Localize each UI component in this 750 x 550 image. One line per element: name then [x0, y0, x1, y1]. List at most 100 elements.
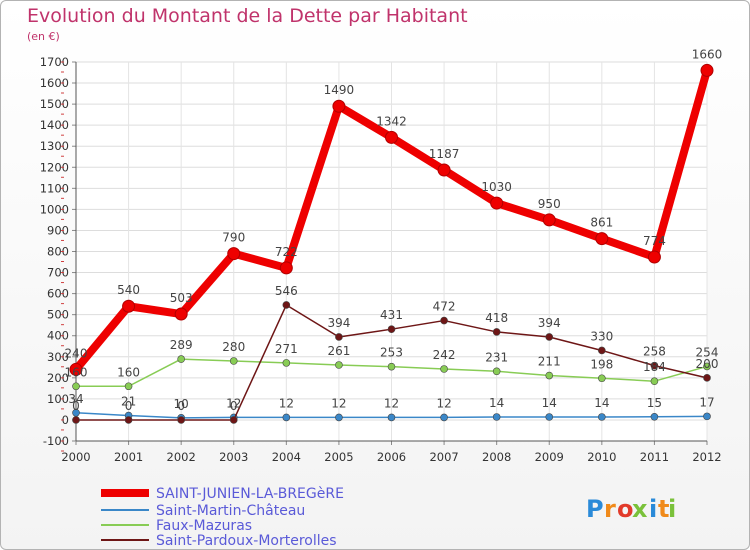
- data-point: [437, 163, 451, 177]
- data-point: [335, 413, 343, 422]
- x-tick-label-11: 2011: [640, 450, 669, 464]
- data-label: 394: [327, 316, 350, 330]
- data-label: 15: [647, 396, 662, 410]
- data-label: 0: [230, 399, 238, 413]
- y-tick-label-1: 0: [62, 413, 69, 427]
- data-label: 21: [121, 395, 136, 409]
- y-tick-label-12: 1100: [40, 181, 69, 195]
- x-tick-label-10: 2010: [587, 450, 616, 464]
- legend-label: Saint-Martin-Château: [156, 503, 305, 519]
- data-label: 231: [485, 350, 508, 364]
- data-label: 184: [643, 360, 666, 374]
- x-tick-label-8: 2008: [482, 450, 511, 464]
- data-point: [282, 301, 291, 309]
- data-label: 1490: [324, 83, 355, 97]
- data-point: [229, 416, 238, 424]
- data-point: [387, 413, 396, 422]
- data-label: 289: [170, 338, 193, 352]
- data-label: 0: [72, 399, 80, 413]
- data-label: 12: [384, 396, 399, 410]
- y-tick-label-5: 400: [47, 329, 69, 343]
- data-point: [72, 382, 80, 391]
- y-tick-label-8: 700: [47, 266, 69, 280]
- data-label: 10: [174, 397, 189, 411]
- data-label: 34: [68, 392, 83, 406]
- x-tick-label-4: 2004: [272, 450, 301, 464]
- data-label: 14: [489, 396, 504, 410]
- data-point: [122, 299, 136, 313]
- data-point: [545, 371, 554, 380]
- data-point: [229, 357, 238, 365]
- legend-item-1: Saint-Martin-Château: [101, 503, 305, 519]
- data-label: 240: [65, 346, 88, 360]
- legend-item-2: Faux-Mazuras: [101, 518, 252, 534]
- data-label: 394: [538, 316, 561, 330]
- data-point: [598, 346, 606, 355]
- data-label: 790: [222, 231, 245, 245]
- data-point: [282, 359, 291, 367]
- data-point: [282, 413, 291, 422]
- data-point: [227, 247, 241, 261]
- chart-title: Evolution du Montant de la Dette par Hab…: [27, 5, 468, 27]
- data-label: 242: [433, 348, 456, 362]
- data-point: [595, 232, 609, 246]
- data-label: 160: [117, 365, 140, 379]
- data-point: [279, 261, 293, 275]
- data-point: [124, 382, 133, 391]
- y-tick-label-0: -100: [43, 434, 69, 448]
- data-point: [335, 361, 343, 369]
- logo-letter: o: [617, 495, 634, 523]
- data-label: 12: [331, 396, 346, 410]
- data-label: 12: [436, 396, 451, 410]
- data-label: 540: [117, 283, 140, 297]
- y-tick-label-9: 800: [47, 245, 69, 259]
- data-label: 1342: [376, 114, 407, 128]
- data-label: 950: [538, 197, 561, 211]
- data-point: [177, 416, 185, 424]
- data-point: [174, 307, 188, 321]
- data-point: [703, 412, 711, 421]
- data-label: 254: [696, 345, 719, 359]
- data-point: [385, 130, 398, 144]
- data-point: [177, 355, 185, 363]
- y-tick-label-7: 600: [47, 287, 69, 301]
- x-tick-label-7: 2007: [429, 450, 458, 464]
- data-label: 0: [177, 399, 185, 413]
- data-label: 198: [590, 357, 613, 371]
- logo-letter: r: [604, 495, 616, 523]
- x-tick-label-5: 2005: [324, 450, 353, 464]
- data-point: [440, 365, 448, 373]
- data-point: [542, 213, 556, 227]
- data-point: [387, 362, 396, 371]
- x-tick-label-3: 2003: [219, 450, 248, 464]
- data-point: [72, 416, 80, 424]
- data-label: 261: [327, 344, 350, 358]
- logo-letter: i: [649, 495, 657, 523]
- data-point: [598, 413, 606, 421]
- x-tick-label-6: 2006: [377, 450, 406, 464]
- y-tick-label-2: 100: [47, 392, 69, 406]
- x-tick-label-0: 2000: [61, 450, 90, 464]
- y-tick-label-16: 1500: [40, 97, 69, 111]
- x-tick-label-1: 2001: [114, 450, 143, 464]
- data-label: 14: [594, 396, 609, 410]
- data-point: [490, 196, 504, 210]
- x-tick-label-9: 2009: [535, 450, 564, 464]
- data-label: 12: [226, 396, 241, 410]
- data-point: [440, 413, 448, 422]
- series-2: [72, 355, 711, 391]
- data-point: [332, 99, 346, 113]
- data-label: 330: [590, 329, 613, 343]
- data-label: 431: [380, 308, 403, 322]
- data-label: 0: [125, 399, 133, 413]
- x-tick-label-12: 2012: [692, 450, 721, 464]
- data-label: 1660: [692, 47, 723, 61]
- y-tick-label-6: 500: [47, 308, 69, 322]
- data-label: 722: [275, 245, 298, 259]
- series-0: [69, 63, 714, 376]
- data-point: [650, 412, 659, 421]
- y-tick-label-4: 300: [47, 350, 69, 364]
- legend-item-0: SAINT-JUNIEN-LA-BREGèRE: [101, 486, 344, 502]
- data-label: 1030: [481, 180, 512, 194]
